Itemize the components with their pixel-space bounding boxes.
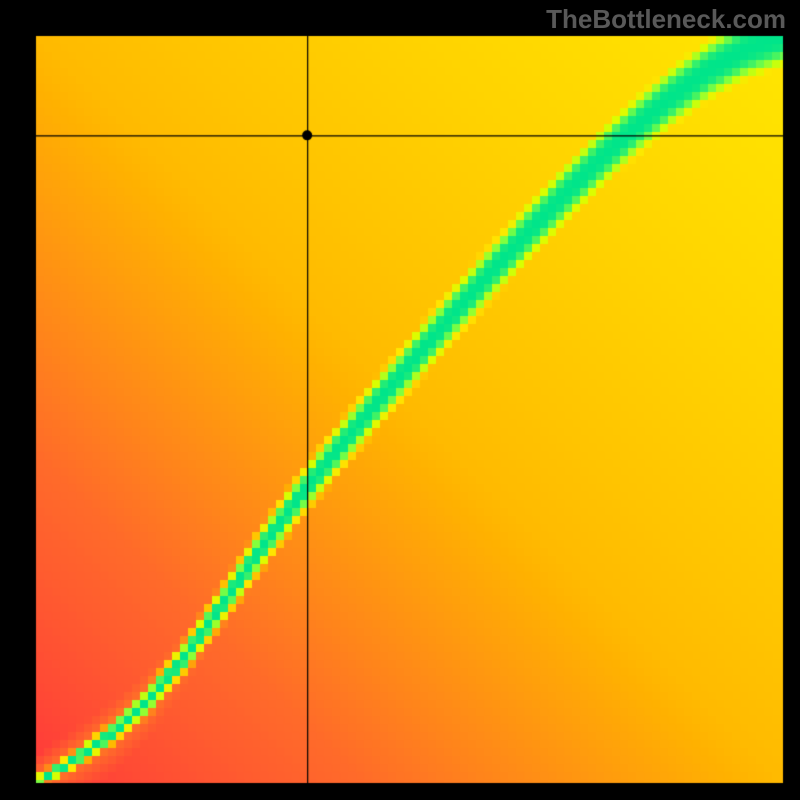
watermark-text: TheBottleneck.com xyxy=(546,4,786,35)
chart-container: TheBottleneck.com xyxy=(0,0,800,800)
bottleneck-heatmap xyxy=(0,0,800,800)
